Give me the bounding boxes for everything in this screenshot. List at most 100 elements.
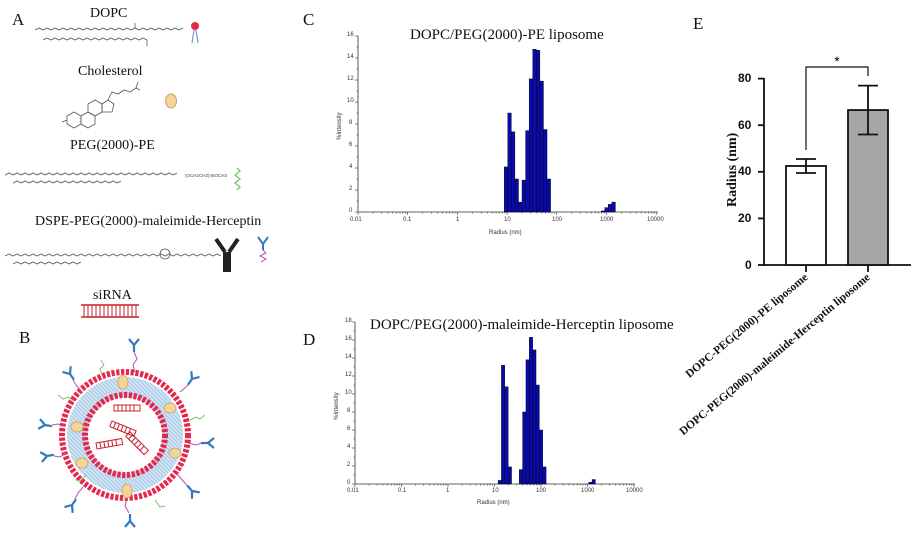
chart-e-ytick-80: 80 — [738, 71, 752, 85]
chart-d-ytick-4: 4 — [347, 444, 351, 450]
chart-d-xtick-1: 1 — [446, 488, 450, 494]
chart-d-ytick-8: 8 — [347, 408, 351, 414]
histogram-bar — [543, 129, 548, 213]
histogram-bar — [525, 359, 530, 485]
phospholipid-icon — [191, 22, 199, 44]
histogram-bar — [497, 480, 502, 485]
chart-c-ytick-10: 10 — [347, 98, 354, 104]
cholesterol-label: Cholesterol — [78, 64, 143, 79]
sirna-ladder-icon — [81, 304, 139, 318]
chart-d-xtick-10000: 10000 — [626, 488, 643, 494]
histogram-bar — [591, 479, 596, 485]
histogram-bar — [529, 337, 533, 485]
bar-1 — [785, 165, 827, 266]
chart-d-ytick-6: 6 — [347, 426, 351, 432]
error-bar-1 — [796, 158, 816, 174]
histogram-bar — [501, 365, 505, 485]
chart-c-histogram — [355, 35, 658, 215]
chart-d-xtick-10: 10 — [492, 488, 499, 494]
peg-pe-label: PEG(2000)-PE — [70, 138, 155, 153]
histogram-bar — [521, 179, 526, 213]
histogram-bar — [532, 349, 537, 485]
chart-d-ytick-0: 0 — [347, 480, 351, 486]
chart-c-ytick-16: 16 — [347, 32, 354, 38]
histogram-bar — [518, 201, 523, 213]
chart-d-ylabel: %Intensity — [334, 392, 340, 420]
chart-d-xtick-100: 100 — [536, 488, 547, 494]
chart-d-xtick-0.1: 0.1 — [398, 488, 407, 494]
histogram-bar — [604, 207, 609, 213]
histogram-bar — [507, 112, 512, 213]
chart-c-xlabel: Radius (nm) — [489, 230, 522, 236]
chart-c-ytick-6: 6 — [349, 142, 353, 148]
histogram-bar — [588, 481, 593, 485]
chart-c-xtick-0.01: 0.01 — [350, 217, 362, 223]
histogram-bar — [536, 50, 541, 213]
histogram-bar — [600, 210, 605, 213]
chart-d-ytick-18: 18 — [345, 318, 352, 324]
peg-pe-structure-icon: (OCH2CH2)45OCH3 — [4, 172, 228, 184]
cholesterol-ellipse-icon — [165, 93, 177, 109]
chart-e-bar-chart: * — [758, 53, 911, 272]
outer-lipid-heads — [59, 369, 191, 501]
chart-c-xtick-1: 1 — [456, 217, 460, 223]
surface-antibodies — [37, 338, 215, 528]
dopc-structure-icon — [34, 23, 184, 46]
histogram-bar — [507, 466, 512, 485]
peg-chain-icon — [233, 167, 242, 191]
chart-c-xtick-1000: 1000 — [600, 217, 614, 223]
histogram-bar — [528, 78, 533, 213]
liposome-diagram — [37, 338, 215, 528]
chart-e-ylabel: Radius (nm) — [725, 132, 740, 207]
histogram-bar — [546, 178, 551, 213]
panel-d-letter: D — [303, 330, 316, 349]
histogram-bar — [504, 386, 509, 485]
chart-e-ytick-0: 0 — [745, 258, 752, 272]
chart-d-xlabel: Radius (nm) — [477, 500, 510, 506]
chart-c-ylabel: %Intensity — [337, 112, 343, 140]
histogram-bar — [539, 80, 544, 213]
chart-c-ytick-2: 2 — [349, 186, 353, 192]
chart-c-xtick-10000: 10000 — [647, 217, 664, 223]
chart-d-xtick-1000: 1000 — [581, 488, 595, 494]
histogram-bar — [503, 166, 508, 213]
histogram-bar — [522, 411, 527, 485]
chart-c-xtick-100: 100 — [552, 217, 563, 223]
chart-d-ytick-16: 16 — [345, 336, 352, 342]
chart-c-ytick-14: 14 — [347, 54, 354, 60]
chart-c-xtick-10: 10 — [504, 217, 511, 223]
inner-lipid-heads — [82, 392, 168, 478]
cholesterol-structure-icon — [61, 81, 141, 129]
peg-chains — [57, 359, 206, 508]
histogram-bar — [535, 384, 540, 485]
peg-formula-text: (OCH2CH2)45OCH3 — [185, 173, 228, 178]
histogram-bar — [542, 466, 547, 485]
error-bar-2 — [858, 84, 878, 136]
antibody-icon — [257, 236, 269, 263]
chart-c-ytick-12: 12 — [347, 76, 354, 82]
chart-e-xlabel-1: DOPC-PEG(2000)-PE liposome — [683, 271, 811, 381]
chart-c-xtick-0.1: 0.1 — [403, 217, 412, 223]
panel-a-letter: A — [12, 10, 25, 29]
chart-c-ytick-4: 4 — [349, 164, 353, 170]
chart-d-ytick-14: 14 — [345, 354, 352, 360]
chart-d-title: DOPC/PEG(2000)-maleimide-Herceptin lipos… — [370, 317, 674, 333]
chart-e-ytick-40: 40 — [738, 164, 752, 178]
dspe-peg-herceptin-label: DSPE-PEG(2000)-maleimide-Herceptin — [35, 214, 262, 229]
sirna-label: siRNA — [93, 288, 132, 303]
dspe-peg-structure-icon — [4, 248, 222, 265]
histogram-bar — [511, 131, 516, 213]
chart-e-ytick-60: 60 — [738, 118, 752, 132]
chart-d-ytick-12: 12 — [345, 372, 352, 378]
chart-d-histogram — [352, 321, 635, 487]
chart-c-ytick-8: 8 — [349, 120, 353, 126]
significance-bracket — [805, 66, 869, 150]
dopc-label: DOPC — [90, 6, 128, 21]
histogram-bar — [532, 49, 537, 213]
significance-star: * — [834, 53, 840, 69]
histogram-bar — [525, 130, 530, 213]
histogram-bar — [539, 429, 543, 485]
sirna-core-icons — [95, 404, 150, 456]
chart-d-ytick-10: 10 — [345, 390, 352, 396]
panel-b-letter: B — [19, 328, 31, 347]
